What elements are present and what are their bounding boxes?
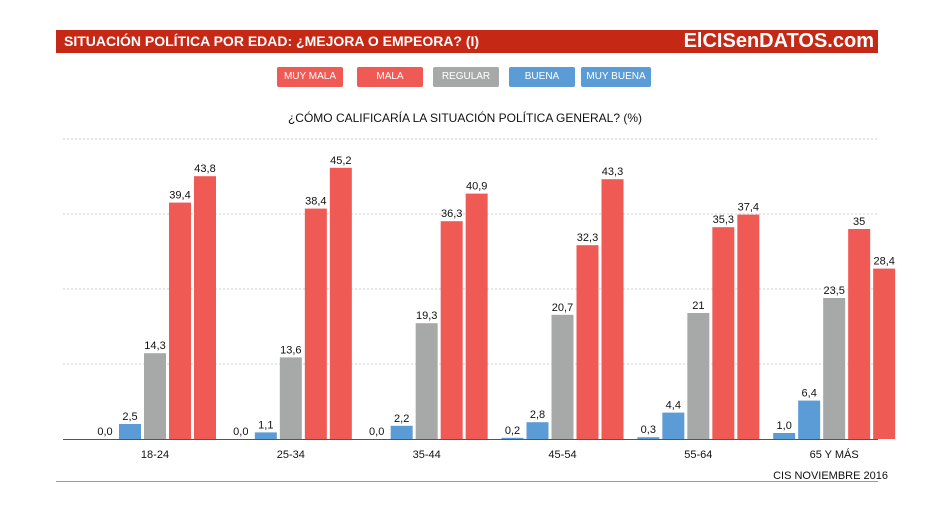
bar-buena-25-34 [254,432,277,439]
bar-muy-mala-25-34 [329,167,352,440]
data-label: 1,0 [777,420,792,432]
data-label: 39,4 [169,190,190,202]
data-label: 0,2 [505,425,520,437]
data-label: 40,9 [466,181,487,193]
legend-item-regular: REGULAR [433,67,499,87]
bars-layer [119,167,896,440]
bar-buena-35-44 [390,425,413,439]
labels-layer: 0,0 2,5 14,3 39,4 43,8 18-24 0,0 1,1 13,6 38,4 45,… [97,155,895,461]
chart-header-title: SITUACIÓN POLÍTICA POR EDAD: ¿MEJORA O E… [64,33,480,49]
bar-muy-buena-55-64 [637,437,660,439]
data-label: 38,4 [305,196,326,208]
bar-muy-mala-35-44 [465,193,488,439]
source-note: CIS NOVIEMBRE 2016 [773,470,888,482]
x-tick-label: 55-64 [684,449,712,461]
data-label: 36,3 [441,208,462,220]
data-label: 32,3 [577,232,598,244]
bar-regular-25-34 [279,357,302,439]
bar-muy-mala-55-64 [737,214,760,439]
x-tick-label: 18-24 [141,449,169,461]
title-bar: SITUACIÓN POLÍTICA POR EDAD: ¿MEJORA O E… [56,30,878,53]
bar-muy-buena-65-y-más [773,433,796,439]
bar-buena-55-64 [662,412,685,439]
footer-divider [56,481,878,482]
bar-mala-35-44 [440,221,463,439]
data-label: 1,1 [258,419,273,431]
bar-mala-55-64 [712,227,735,439]
bar-buena-65-y-más [798,400,821,439]
brand-logo-text: ElCISenDATOS.com [683,30,874,52]
data-label: 13,6 [280,344,301,356]
x-tick-label: 45-54 [548,449,576,461]
data-label: 0,3 [641,424,656,436]
data-label: 6,4 [802,388,817,400]
bar-muy-mala-65-y-más [873,268,896,439]
bar-buena-18-24 [119,424,141,439]
data-label: 21 [692,300,704,312]
data-label: 43,3 [602,166,623,178]
legend-item-mala: MALA [357,67,423,87]
data-label: 37,4 [738,202,759,214]
bar-buena-45-54 [526,422,549,439]
data-label: 23,5 [823,285,844,297]
bar-regular-35-44 [415,323,438,439]
data-label: 0,0 [233,426,248,438]
data-label: 28,4 [873,256,894,268]
x-tick-label: 65 Y MÁS [810,448,859,461]
data-label: 0,0 [97,426,112,438]
data-label: 2,2 [394,413,409,425]
data-label: 45,2 [330,155,351,167]
bar-muy-mala-45-54 [601,179,624,439]
x-tick-label: 25-34 [277,449,305,461]
bar-mala-18-24 [169,202,191,439]
data-label: 2,8 [530,409,545,421]
bar-mala-65-y-más [848,229,871,439]
chart-title: ¿CÓMO CALIFICARÍA LA SITUACIÓN POLÍTICA … [287,111,643,125]
bar-mala-25-34 [304,208,327,439]
data-label: 2,5 [122,411,137,423]
bar-mala-45-54 [576,245,599,439]
bar-muy-buena-45-54 [501,437,524,439]
bar-muy-mala-18-24 [194,176,216,439]
data-label: 35,3 [713,214,734,226]
bar-regular-65-y-más [823,298,846,439]
data-label: 14,3 [144,340,165,352]
data-label: 19,3 [416,310,437,322]
bar-regular-18-24 [144,353,166,439]
legend-item-muy-mala: MUY MALA [277,67,343,87]
legend-item-muy-buena: MUY BUENA [581,67,651,87]
bar-regular-55-64 [687,313,710,439]
data-label: 4,4 [666,400,681,412]
bar-regular-45-54 [551,314,574,439]
data-label: 35 [853,216,865,228]
data-label: 43,8 [194,163,215,175]
data-label: 0,0 [369,426,384,438]
data-label: 20,7 [552,302,573,314]
x-tick-label: 35-44 [413,449,441,461]
legend-item-buena: BUENA [509,67,575,87]
